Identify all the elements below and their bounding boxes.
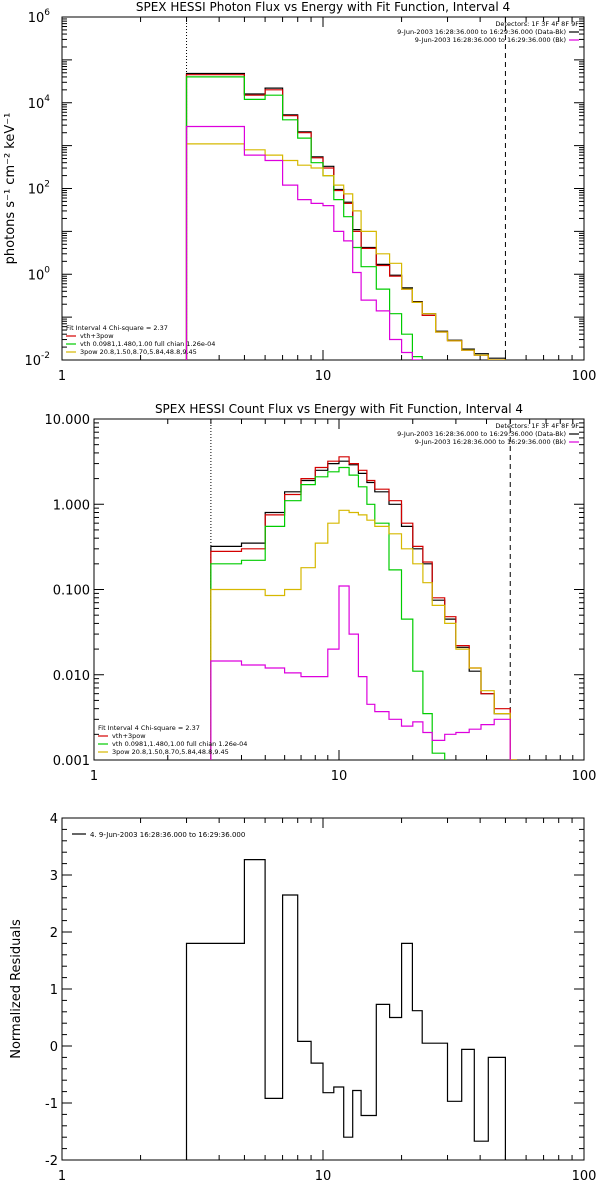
series-group	[210, 456, 517, 760]
series-group	[185, 72, 506, 360]
y-tick-label: -1	[45, 1097, 58, 1112]
y-tick-label: -2	[45, 1154, 58, 1169]
series-line-3	[210, 466, 446, 760]
y-tick-label: 10.000	[45, 413, 91, 428]
y-axis-label: photons s⁻¹ cm⁻² keV⁻¹	[3, 113, 18, 265]
chart-title: SPEX HESSI Photon Flux vs Energy with Fi…	[136, 0, 510, 14]
y-tick-exponent: 0	[44, 265, 50, 275]
x-tick-label: 1	[90, 769, 98, 784]
y-tick-exponent: 4	[44, 94, 50, 104]
legend-entry: vth 0.0981,1.480,1.00 full chian 1.26e-0…	[80, 340, 215, 348]
legend-entry: 4. 9-Jun-2003 16:28:36.000 to 16:29:36.0…	[90, 831, 245, 839]
y-tick-label: 10-2	[24, 351, 50, 369]
y-tick-exponent: 6	[44, 8, 50, 18]
legend-entry: vth 0.0981,1.480,1.00 full chian 1.26e-0…	[112, 740, 247, 748]
x-tick-label: 10	[315, 369, 332, 384]
legend-entry: vth+3pow	[112, 732, 146, 740]
legend-entry: 9-Jun-2003 16:28:36.000 to 16:29:36.000 …	[415, 36, 566, 44]
y-tick-label: 104	[28, 94, 51, 112]
y-tick-base: 10	[24, 354, 41, 369]
legend-entry: vth+3pow	[80, 332, 114, 340]
x-tick-label: 1	[58, 369, 66, 384]
chart-3: 1 10 100 -2 -1 0 1 2 3 4 Normalized Residuals 4. 9-…	[9, 812, 596, 1184]
legend-entry: Fit Interval 4 Chi-square = 2.37	[98, 724, 200, 732]
y-tick-exponent: 2	[44, 180, 50, 190]
y-tick-base: 10	[28, 183, 45, 198]
legend-entry: Detectors: 1F 3F 4F 8F 9F	[495, 422, 579, 430]
chart-1: SPEX HESSI Photon Flux vs Energy with Fi…	[3, 0, 597, 384]
y-tick-label: 1	[50, 983, 58, 998]
series-line-5	[210, 585, 511, 760]
series-line-2	[185, 74, 506, 360]
y-tick-label: 4	[50, 812, 58, 827]
series-line-2	[210, 456, 517, 760]
series-group	[185, 859, 506, 1160]
legend-entry: Fit Interval 4 Chi-square = 2.37	[66, 324, 168, 332]
legend-entry: 9-Jun-2003 16:28:36.000 to 16:29:36.000 …	[397, 430, 566, 438]
chart-2: SPEX HESSI Count Flux vs Energy with Fit…	[45, 402, 597, 784]
x-tick-label: 1	[58, 1169, 66, 1184]
x-tick-label: 10	[331, 769, 348, 784]
series-line-5	[185, 125, 423, 360]
legend-entry: 3pow 20.8,1.50,8.70,5.84,48.8,9.45	[112, 748, 229, 756]
legend-entry: 9-Jun-2003 16:28:36.000 to 16:29:36.000 …	[397, 28, 566, 36]
x-tick-label: 100	[572, 369, 597, 384]
y-tick-label: 1.000	[53, 498, 90, 513]
series-line-1	[210, 460, 517, 760]
y-tick-base: 10	[28, 11, 45, 26]
series-line-1	[185, 72, 506, 360]
y-tick-label: 100	[28, 265, 51, 283]
y-tick-label: 0.100	[53, 584, 90, 599]
series-line-4	[210, 509, 517, 760]
y-tick-base: 10	[28, 268, 45, 283]
y-tick-label: 3	[50, 869, 58, 884]
x-tick-label: 10	[315, 1169, 332, 1184]
y-tick-exponent: -2	[41, 351, 50, 361]
y-tick-label: 2	[50, 926, 58, 941]
y-tick-base: 10	[28, 97, 45, 112]
legend-entry: Detectors: 1F 3F 4F 8F 9F	[495, 20, 579, 28]
legend-entry: 3pow 20.8,1.50,8.70,5.84,48.8,9.45	[80, 348, 197, 356]
chart-title: SPEX HESSI Count Flux vs Energy with Fit…	[155, 402, 523, 416]
legend-entry: 9-Jun-2003 16:28:36.000 to 16:29:36.000 …	[415, 438, 566, 446]
y-axis-label: Normalized Residuals	[9, 919, 24, 1059]
y-tick-label: 102	[28, 180, 50, 198]
series-line-4	[185, 143, 506, 360]
series-line-3	[185, 76, 423, 360]
x-tick-label: 100	[572, 1169, 597, 1184]
y-tick-label: 0	[50, 1040, 58, 1055]
y-tick-label: 0.001	[53, 754, 90, 769]
y-tick-label: 106	[28, 8, 51, 26]
x-tick-label: 100	[572, 769, 597, 784]
y-tick-label: 0.010	[53, 669, 90, 684]
series-line-1	[185, 859, 506, 1160]
